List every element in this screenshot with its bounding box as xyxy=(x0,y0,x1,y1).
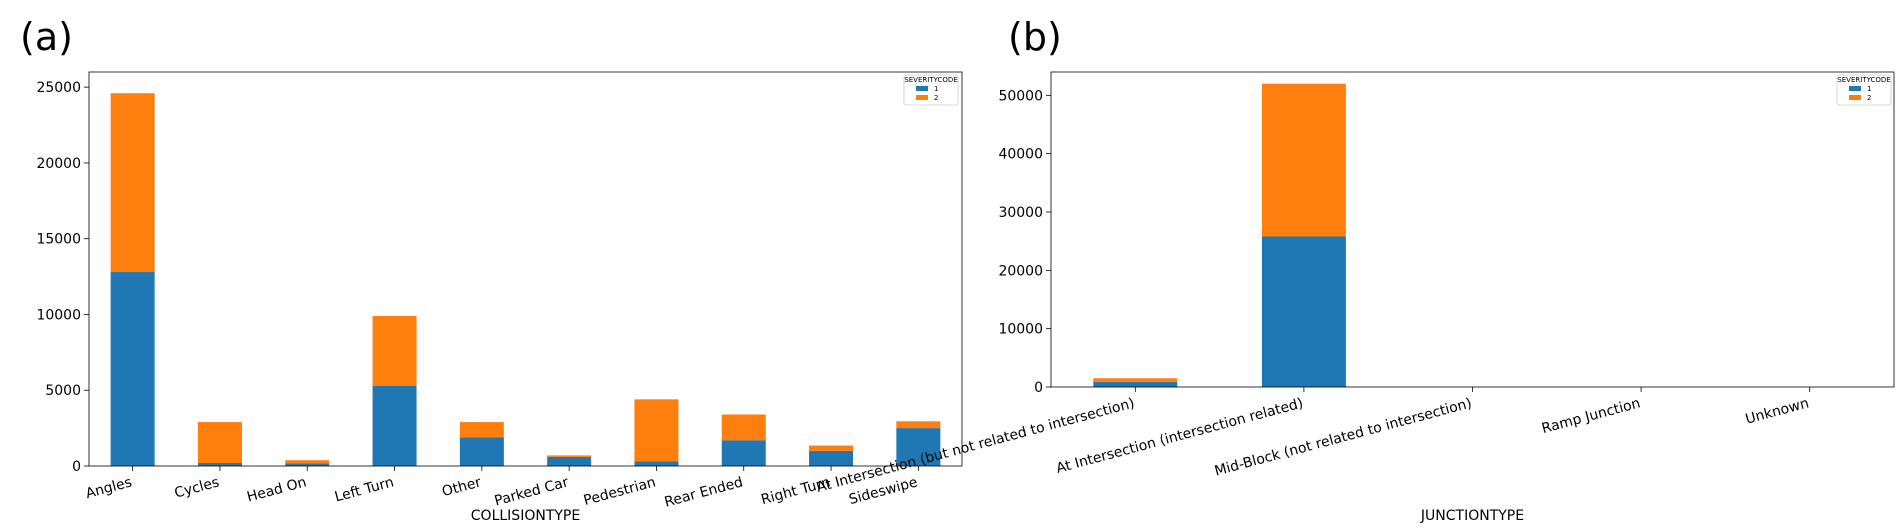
y-tick-label: 50000 xyxy=(998,88,1043,104)
bar-segment xyxy=(1261,236,1346,387)
legend-label: 1 xyxy=(934,85,938,93)
y-tick-label: 40000 xyxy=(998,147,1043,163)
bar-segment xyxy=(459,437,504,466)
y-tick-label: 0 xyxy=(72,459,81,475)
bar-segment xyxy=(1261,83,1346,237)
bar-segment xyxy=(372,315,417,386)
bar-segment xyxy=(110,93,155,273)
bar-segment xyxy=(285,463,330,466)
chart-panel-b: (b) 0 10000 20000 30000 40000 50000 At Intersec… xyxy=(815,15,1895,524)
bar-segment xyxy=(459,422,504,438)
plot-frame xyxy=(88,71,963,467)
legend-label: 1 xyxy=(1867,85,1871,93)
x-axis-title: COLLISIONTYPE xyxy=(471,508,580,524)
x-tick-label: Unknown xyxy=(1744,395,1811,427)
bar-segment xyxy=(547,455,592,457)
bar-segment xyxy=(372,385,417,466)
bar-segment xyxy=(721,414,766,441)
bar-segment xyxy=(1093,381,1178,387)
chart-panel-a: (a) 0 5000 10000 15000 20000 25000 Angles Cycles… xyxy=(20,15,963,524)
y-tick-label: 0 xyxy=(1034,380,1043,396)
bar-segment xyxy=(547,456,592,466)
legend-label: 2 xyxy=(934,94,938,102)
bar-segment xyxy=(809,445,854,451)
x-tick-label: Ramp Junction xyxy=(1540,395,1642,437)
bar-segment xyxy=(721,440,766,466)
legend-label: 2 xyxy=(1867,94,1871,102)
x-tick-label: At Intersection (but not related to inte… xyxy=(815,395,1136,495)
y-tick-label: 5000 xyxy=(45,383,81,399)
x-tick-label: Other xyxy=(440,474,483,500)
bar-segment xyxy=(285,460,330,464)
x-tick-label: Cycles xyxy=(173,474,221,501)
x-tick-label: Parked Car xyxy=(493,474,571,509)
panel-label: (b) xyxy=(1008,15,1062,59)
bar-segment xyxy=(197,462,242,466)
bar-segment xyxy=(896,428,941,466)
bar-segment xyxy=(634,461,679,466)
panel-label: (a) xyxy=(20,15,73,59)
bar-segment xyxy=(1093,378,1178,382)
y-tick-label: 15000 xyxy=(36,232,81,248)
y-tick-label: 20000 xyxy=(998,263,1043,279)
y-tick-label: 10000 xyxy=(36,307,81,323)
x-tick-label: Head On xyxy=(245,474,308,505)
bar-segment xyxy=(896,421,941,429)
legend-title: SEVERITYCODE xyxy=(1837,76,1890,84)
legend-swatch xyxy=(916,86,928,91)
y-tick-label: 30000 xyxy=(998,205,1043,221)
legend-swatch xyxy=(916,95,928,100)
bar-segment xyxy=(809,450,854,466)
y-tick-label: 25000 xyxy=(36,80,81,96)
x-tick-label: Rear Ended xyxy=(663,474,745,510)
legend-swatch xyxy=(1849,95,1861,100)
plot-frame xyxy=(1050,71,1895,388)
bar-segment xyxy=(197,422,242,463)
bar-segment xyxy=(110,272,155,466)
y-tick-label: 10000 xyxy=(998,322,1043,338)
x-tick-label: Left Turn xyxy=(333,474,396,505)
x-tick-label: Pedestrian xyxy=(582,474,658,509)
x-tick-label: Angles xyxy=(84,474,134,502)
bar-segment xyxy=(634,399,679,462)
legend-swatch xyxy=(1849,86,1861,91)
legend-title: SEVERITYCODE xyxy=(904,76,957,84)
x-axis-title: JUNCTIONTYPE xyxy=(1420,508,1524,524)
y-tick-label: 20000 xyxy=(36,156,81,172)
